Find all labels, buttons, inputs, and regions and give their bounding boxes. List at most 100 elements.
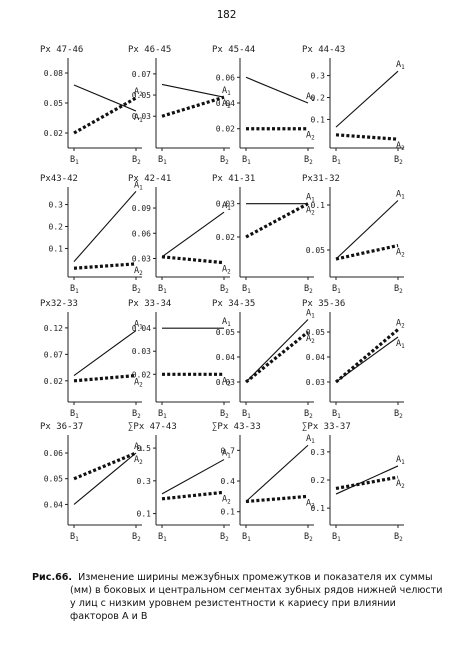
series-line-a1 [73, 452, 137, 505]
series-line-a1 [161, 211, 225, 258]
chart-panel-12: Px 35-36 0.03 0.04 0.05 B1 B2 A1 A2 [302, 299, 405, 420]
series-label-a1: A1 [396, 455, 405, 466]
series-label-a2: A2 [396, 141, 405, 152]
series-label-a2: A2 [396, 248, 405, 259]
series-label-a2: A2 [134, 266, 143, 277]
series-line-a1 [161, 459, 225, 495]
chart-title: Px 42-41 [128, 174, 171, 184]
series-line-a2 [161, 255, 225, 265]
series-line-a1 [335, 200, 399, 260]
series-line-a1 [73, 191, 137, 262]
chart-title: Px31-32 [302, 174, 340, 184]
chart-title: ∑Px 43-33 [212, 422, 261, 432]
y-tick-label: 0.1 [49, 244, 64, 253]
series-line-a2 [245, 202, 309, 239]
y-tick-label: 0.05 [306, 328, 325, 337]
chart-title: Px43-42 [40, 174, 78, 184]
caption-label: Рис.66. [32, 572, 73, 583]
y-tick-label: 0.03 [216, 200, 235, 209]
chart-panel-9: Px32-33 0.02 0.07 0.12 B1 B2 A1 A2 [40, 299, 143, 420]
chart-title: Px 34-35 [212, 299, 255, 309]
chart-title: Px32-33 [40, 299, 78, 309]
x-tick-label: B2 [220, 532, 229, 543]
y-tick-label: 0.04 [216, 99, 235, 108]
y-tick-label: 0.08 [44, 69, 63, 78]
chart-panel-16: ∑Px 33-37 0.1 0.2 0.3 B1 B2 A1 A2 [302, 422, 405, 543]
chart-panel-13: Px 36-37 0.04 0.05 0.06 B1 B2 A1 A2 [40, 422, 143, 543]
series-label-a2: A2 [134, 455, 143, 466]
caption-line-3: у лиц с низким уровнем резистентности к … [70, 598, 396, 609]
y-tick-label: 0.05 [132, 91, 151, 100]
x-tick-label: B1 [70, 155, 79, 166]
x-tick-label: B2 [220, 284, 229, 295]
y-tick-label: 0.02 [216, 233, 235, 242]
series-label-a1: A1 [396, 339, 405, 350]
series-line-a1 [335, 465, 399, 495]
series-line-a1 [335, 70, 399, 128]
x-tick-label: B1 [242, 284, 251, 295]
series-line-a2 [73, 96, 137, 135]
y-tick-label: 0.7 [221, 446, 236, 455]
y-tick-label: 0.1 [221, 508, 236, 517]
series-label-a2: A2 [396, 319, 405, 330]
x-tick-label: B1 [158, 284, 167, 295]
x-tick-label: B2 [394, 409, 403, 420]
x-tick-label: B1 [70, 409, 79, 420]
series-label-a1: A1 [306, 92, 315, 103]
x-tick-label: B1 [242, 532, 251, 543]
chart-title: Px 46-45 [128, 45, 171, 55]
chart-title: Px 35-36 [302, 299, 345, 309]
series-line-a2 [245, 494, 309, 504]
series-label-a2: A2 [222, 494, 231, 505]
x-tick-label: B1 [242, 155, 251, 166]
chart-grid: Px 47-46 0.02 0.05 0.08 B1 B2 A1 A2 Px 46-45 0.03… [40, 45, 405, 543]
x-tick-label: B1 [158, 532, 167, 543]
y-tick-label: 0.02 [44, 377, 63, 386]
y-tick-label: 0.06 [216, 73, 235, 82]
chart-panel-11: Px 34-35 0.03 0.04 0.05 B1 B2 A1 A2 [212, 299, 315, 420]
y-tick-label: 0.03 [132, 254, 151, 263]
series-label-a1: A1 [134, 180, 143, 191]
x-tick-label: B1 [158, 409, 167, 420]
series-label-a2: A2 [222, 265, 231, 276]
x-tick-label: B2 [304, 284, 313, 295]
y-tick-label: 0.3 [311, 72, 326, 81]
y-tick-label: 0.02 [216, 125, 235, 134]
x-tick-label: B2 [394, 532, 403, 543]
y-tick-label: 0.05 [216, 328, 235, 337]
x-tick-label: B2 [220, 409, 229, 420]
x-tick-label: B2 [304, 409, 313, 420]
chart-title: Px 33-34 [128, 299, 171, 309]
y-tick-label: 0.03 [216, 378, 235, 387]
y-tick-label: 0.02 [132, 370, 151, 379]
y-tick-label: 0.1 [311, 504, 326, 513]
y-tick-label: 0.02 [44, 129, 63, 138]
chart-title: ∑Px 47-43 [128, 422, 177, 432]
chart-panel-8: Px31-32 0.05 0.1 B1 B2 A1 A2 [302, 174, 405, 295]
caption-line-1: Изменение ширины межзубных промежутков и… [78, 572, 433, 583]
series-line-a1 [73, 84, 137, 112]
figure-caption: Рис.66. Изменение ширины межзубных промеж… [32, 571, 443, 623]
series-label-a2: A2 [306, 498, 315, 509]
y-tick-label: 0.03 [132, 347, 151, 356]
series-line-a2 [334, 328, 400, 384]
y-tick-label: 0.06 [44, 449, 63, 458]
y-tick-label: 0.04 [132, 324, 151, 333]
y-tick-label: 0.2 [311, 94, 326, 103]
x-tick-label: B2 [132, 532, 141, 543]
chart-panel-15: ∑Px 43-33 0.1 0.4 0.7 B1 B2 A1 A2 [212, 422, 315, 543]
series-label-a1: A1 [222, 317, 231, 328]
series-line-a2 [73, 451, 137, 481]
series-line-a2 [161, 490, 225, 501]
series-label-a1: A1 [222, 86, 231, 97]
x-tick-label: B2 [132, 155, 141, 166]
y-tick-label: 0.05 [306, 246, 325, 255]
page-number: 182 [216, 8, 237, 21]
series-line-a2 [244, 330, 310, 384]
caption-line-4: факторов A и B [70, 611, 148, 622]
chart-title: Px 36-37 [40, 422, 83, 432]
series-line-a2 [161, 95, 225, 118]
chart-panel-7: Px 41-31 0.02 0.03 B1 B2 A1 A2 [212, 174, 315, 295]
series-label-a1: A1 [306, 309, 315, 320]
chart-panel-3: Px 45-44 0.02 0.04 0.06 B1 B2 A1 A2 [212, 45, 315, 166]
